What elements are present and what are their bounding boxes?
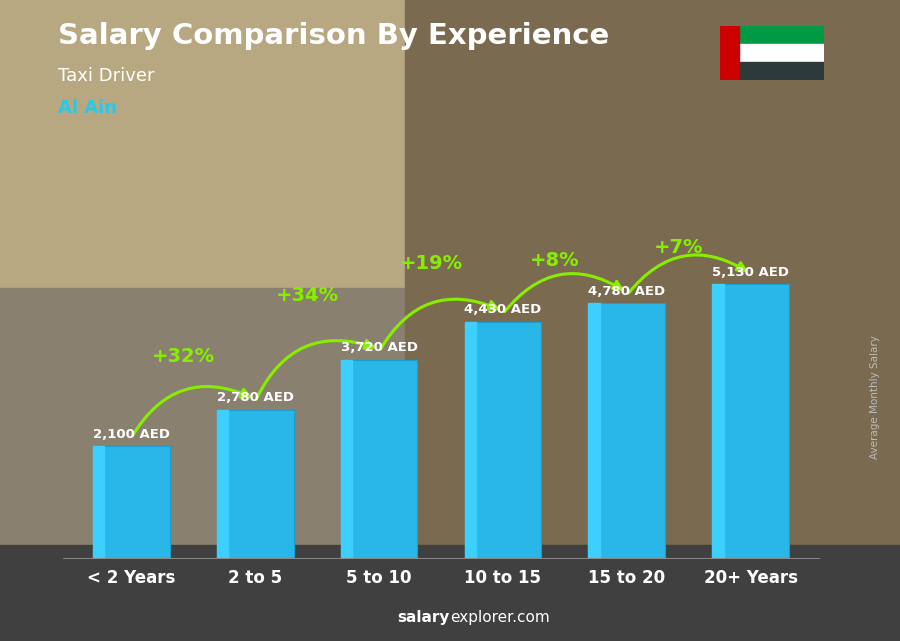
Bar	[405, 0, 900, 641]
Bar	[217, 410, 229, 558]
Text: Al Ain: Al Ain	[58, 99, 118, 117]
Text: Salary Comparison By Experience: Salary Comparison By Experience	[58, 22, 610, 51]
Text: 3,720 AED: 3,720 AED	[340, 341, 418, 354]
Bar	[0, 545, 900, 641]
Bar	[340, 360, 418, 558]
Text: explorer.com: explorer.com	[450, 610, 550, 625]
Text: 4,780 AED: 4,780 AED	[589, 285, 665, 298]
Text: +32%: +32%	[152, 347, 215, 366]
Text: 2,100 AED: 2,100 AED	[93, 428, 170, 440]
Bar	[713, 285, 724, 558]
Bar	[589, 303, 600, 558]
Bar	[739, 26, 824, 44]
Bar	[93, 446, 169, 558]
Bar	[340, 360, 352, 558]
Bar	[713, 285, 789, 558]
Text: 4,430 AED: 4,430 AED	[464, 303, 542, 317]
Bar	[739, 44, 824, 62]
Bar	[464, 322, 542, 558]
Text: +34%: +34%	[275, 286, 338, 305]
Text: +8%: +8%	[530, 251, 580, 270]
Bar	[93, 446, 104, 558]
Text: +7%: +7%	[654, 238, 704, 256]
Bar	[0, 0, 405, 288]
Bar	[739, 62, 824, 80]
Bar	[0, 288, 405, 641]
Text: Taxi Driver: Taxi Driver	[58, 67, 155, 85]
Text: +19%: +19%	[400, 254, 463, 272]
Text: Average Monthly Salary: Average Monthly Salary	[870, 335, 880, 460]
Text: salary: salary	[398, 610, 450, 625]
Bar	[217, 410, 293, 558]
Text: 5,130 AED: 5,130 AED	[712, 266, 789, 279]
Bar	[464, 322, 476, 558]
Bar	[589, 303, 665, 558]
Text: 2,780 AED: 2,780 AED	[217, 391, 293, 404]
Bar	[720, 26, 739, 80]
